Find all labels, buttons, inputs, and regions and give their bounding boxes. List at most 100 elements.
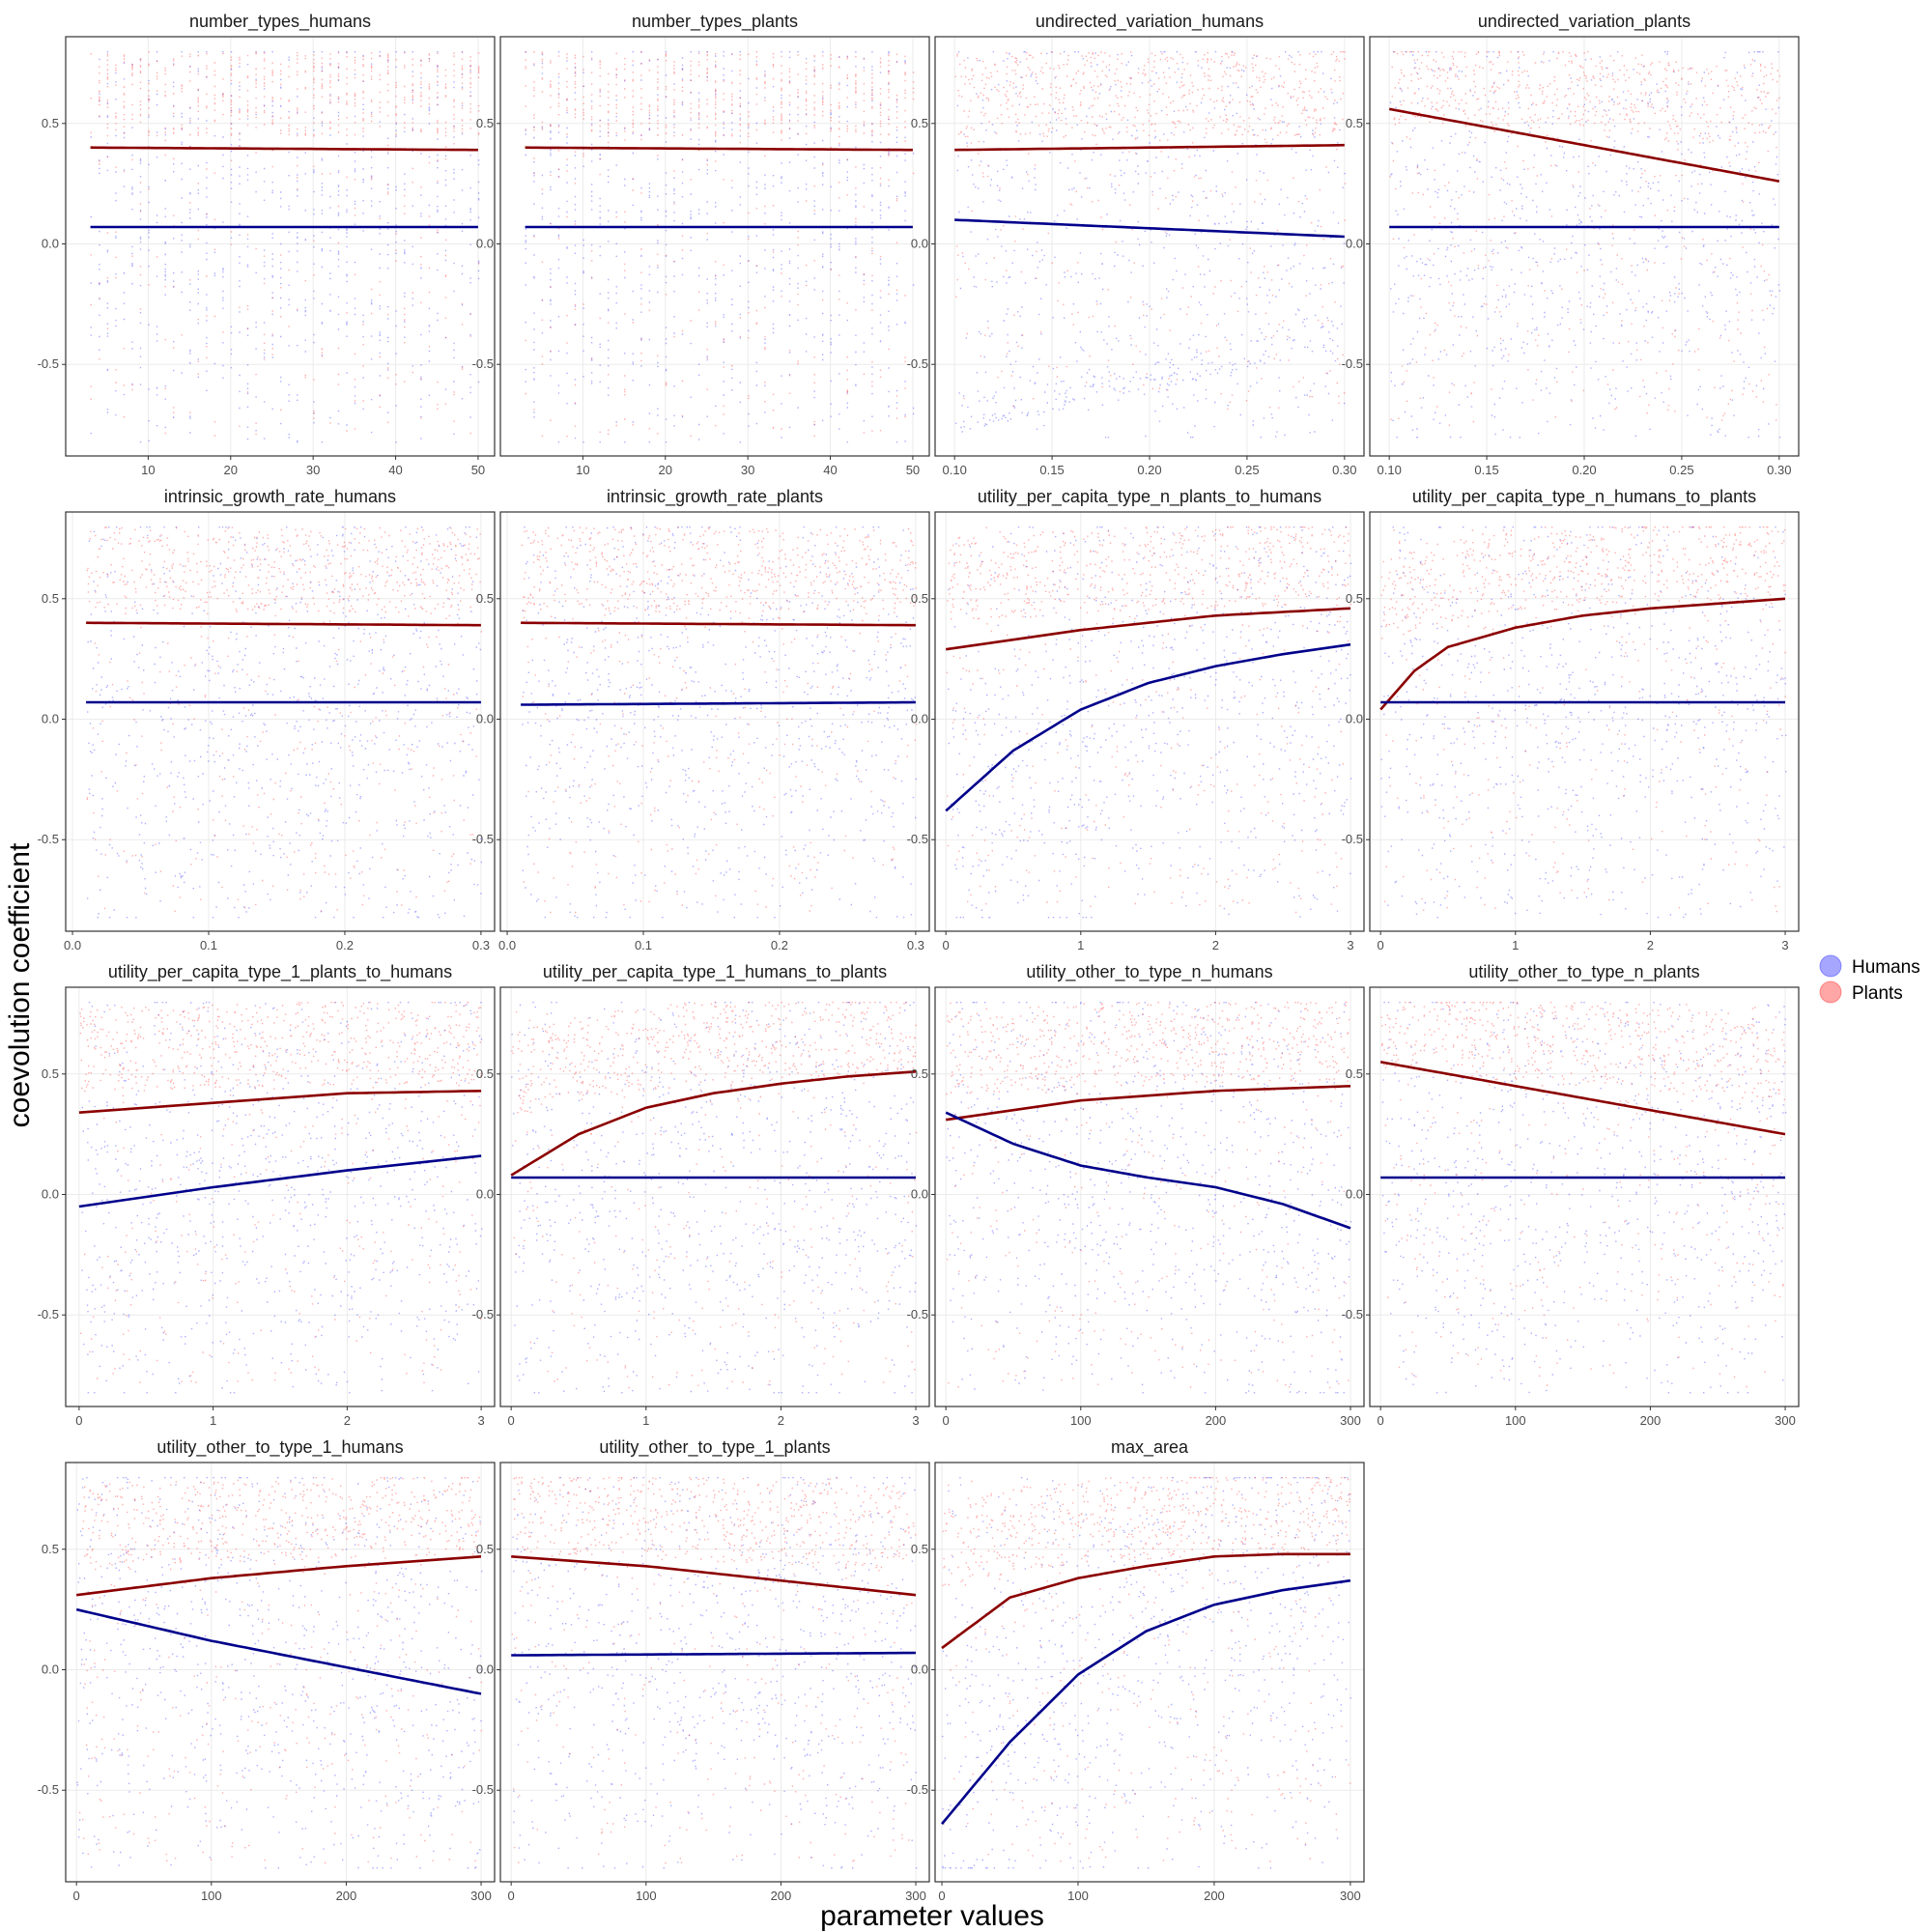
x-tick-label: 0.2 <box>336 938 354 952</box>
x-tick-label: 300 <box>905 1889 926 1903</box>
panel-border <box>934 511 1365 932</box>
scatter-points <box>941 1477 1351 1869</box>
panel-background <box>1370 512 1799 931</box>
panel-title: undirected_variation_humans <box>1036 12 1264 32</box>
y-tick-label: -0.5 <box>907 356 928 371</box>
panel-title: utility_per_capita_type_n_humans_to_plan… <box>1412 487 1756 507</box>
panel-border <box>499 1462 930 1883</box>
y-tick-label: 0.0 <box>911 237 928 251</box>
x-tick-label: 0.15 <box>1039 463 1064 477</box>
facet-panel: max_area -0.5 0.0 0.5 0 100 200 300 <box>907 1437 1365 1903</box>
humans-trend-line <box>78 1154 482 1208</box>
scatter-points <box>525 51 915 443</box>
y-tick-label: 0.5 <box>911 1066 928 1081</box>
x-tick-label: 2 <box>778 1413 784 1428</box>
y-tick-label: 0.0 <box>1346 712 1363 726</box>
scatter-points <box>90 51 480 443</box>
panel-background <box>500 1463 929 1882</box>
panel-title: utility_per_capita_type_n_plants_to_huma… <box>978 487 1321 507</box>
x-tick-label: 0 <box>943 1413 950 1428</box>
facet-panel: intrinsic_growth_rate_plants -0.5 0.0 0.5 0.… <box>472 487 930 952</box>
humans-trend-line <box>954 218 1345 239</box>
y-tick-label: 0.5 <box>1346 1066 1363 1081</box>
x-tick-label: 0 <box>1378 938 1384 952</box>
plants-trend-line <box>941 1552 1350 1650</box>
panel-title: intrinsic_growth_rate_humans <box>164 487 396 507</box>
x-tick-label: 0.3 <box>472 938 490 952</box>
y-tick-label: 0.0 <box>1346 237 1363 251</box>
plants-trend-line <box>78 1090 482 1114</box>
y-tick-label: -0.5 <box>1342 832 1363 846</box>
x-tick-label: 300 <box>1340 1889 1361 1903</box>
x-tick-label: 1 <box>1512 938 1519 952</box>
scatter-points <box>511 1477 918 1869</box>
x-tick-label: 10 <box>576 463 589 477</box>
x-tick-label: 0 <box>943 938 950 952</box>
facet-panel: utility_other_to_type_n_humans -0.5 0.0 0.5… <box>907 962 1365 1428</box>
plants-trend-line <box>954 143 1345 152</box>
x-tick-label: 0.10 <box>943 463 967 477</box>
facet-panel: intrinsic_growth_rate_humans -0.5 0.0 0.5 0.… <box>38 487 496 952</box>
panel-border <box>934 986 1365 1407</box>
panel-background <box>500 512 929 931</box>
x-tick-label: 100 <box>1070 1413 1092 1428</box>
plants-trend-line <box>76 1555 482 1597</box>
y-tick-label: -0.5 <box>1342 356 1363 371</box>
y-tick-label: 0.0 <box>42 712 59 726</box>
x-tick-label: 0 <box>938 1889 945 1903</box>
facet-panel: utility_per_capita_type_n_plants_to_huma… <box>907 487 1365 952</box>
panel-border <box>934 1462 1365 1883</box>
x-tick-label: 0.25 <box>1669 463 1693 477</box>
x-tick-label: 300 <box>470 1889 492 1903</box>
x-tick-label: 0.1 <box>635 938 652 952</box>
x-tick-label: 50 <box>471 463 485 477</box>
legend-plants-key <box>1819 980 1842 1004</box>
y-tick-label: 0.5 <box>42 1066 59 1081</box>
x-tick-label: 100 <box>201 1889 222 1903</box>
x-tick-label: 0 <box>75 1413 82 1428</box>
x-tick-label: 20 <box>224 463 238 477</box>
panel-border <box>65 511 496 932</box>
x-tick-label: 2 <box>1212 938 1219 952</box>
plants-trend-line <box>1379 597 1786 711</box>
facet-panel: number_types_humans -0.5 0.0 0.5 10 20 30 40 50 <box>38 12 496 477</box>
x-tick-label: 1 <box>642 1413 649 1428</box>
x-tick-label: 0 <box>73 1889 80 1903</box>
facet-panel: utility_per_capita_type_n_humans_to_plan… <box>1342 487 1800 952</box>
y-tick-label: -0.5 <box>472 356 494 371</box>
scatter-points <box>75 1477 483 1869</box>
x-tick-label: 10 <box>141 463 155 477</box>
y-tick-label: -0.5 <box>907 1307 928 1321</box>
x-axis-title: parameter values <box>820 1900 1044 1932</box>
plants-trend-line <box>946 607 1351 651</box>
plants-trend-line <box>511 1555 917 1597</box>
panel-border <box>499 511 930 932</box>
y-tick-label: 0.0 <box>911 1662 928 1677</box>
facet-panel: number_types_plants -0.5 0.0 0.5 10 20 30 40 50 <box>472 12 930 477</box>
y-tick-label: 0.5 <box>476 116 494 130</box>
scatter-points <box>1388 51 1781 439</box>
facet-panel: utility_per_capita_type_1_plants_to_huma… <box>38 962 496 1428</box>
plants-trend-line <box>1379 1061 1786 1136</box>
x-tick-label: 300 <box>1340 1413 1361 1428</box>
y-tick-label: 0.0 <box>476 1662 494 1677</box>
x-tick-label: 3 <box>1781 938 1788 952</box>
facet-panel: utility_other_to_type_1_plants -0.5 0.0 0.5… <box>472 1437 930 1903</box>
y-tick-label: 0.5 <box>911 1542 928 1556</box>
legend-plants-label: Plants <box>1852 983 1903 1004</box>
facet-panel: utility_other_to_type_n_plants -0.5 0.0 0.5… <box>1342 962 1800 1428</box>
plants-trend-line <box>1388 107 1780 183</box>
plants-trend-line <box>510 1070 917 1177</box>
x-tick-label: 0 <box>508 1889 515 1903</box>
panel-background <box>66 512 495 931</box>
x-tick-label: 0.30 <box>1767 463 1791 477</box>
y-tick-label: -0.5 <box>472 1307 494 1321</box>
panel-border <box>65 986 496 1407</box>
x-tick-label: 2 <box>344 1413 351 1428</box>
x-tick-label: 0.3 <box>907 938 924 952</box>
x-tick-label: 0.25 <box>1235 463 1259 477</box>
panel-background <box>66 987 495 1406</box>
y-tick-label: 0.5 <box>42 116 59 130</box>
x-tick-label: 100 <box>1067 1889 1089 1903</box>
panel-title: utility_other_to_type_1_humans <box>156 1437 403 1458</box>
